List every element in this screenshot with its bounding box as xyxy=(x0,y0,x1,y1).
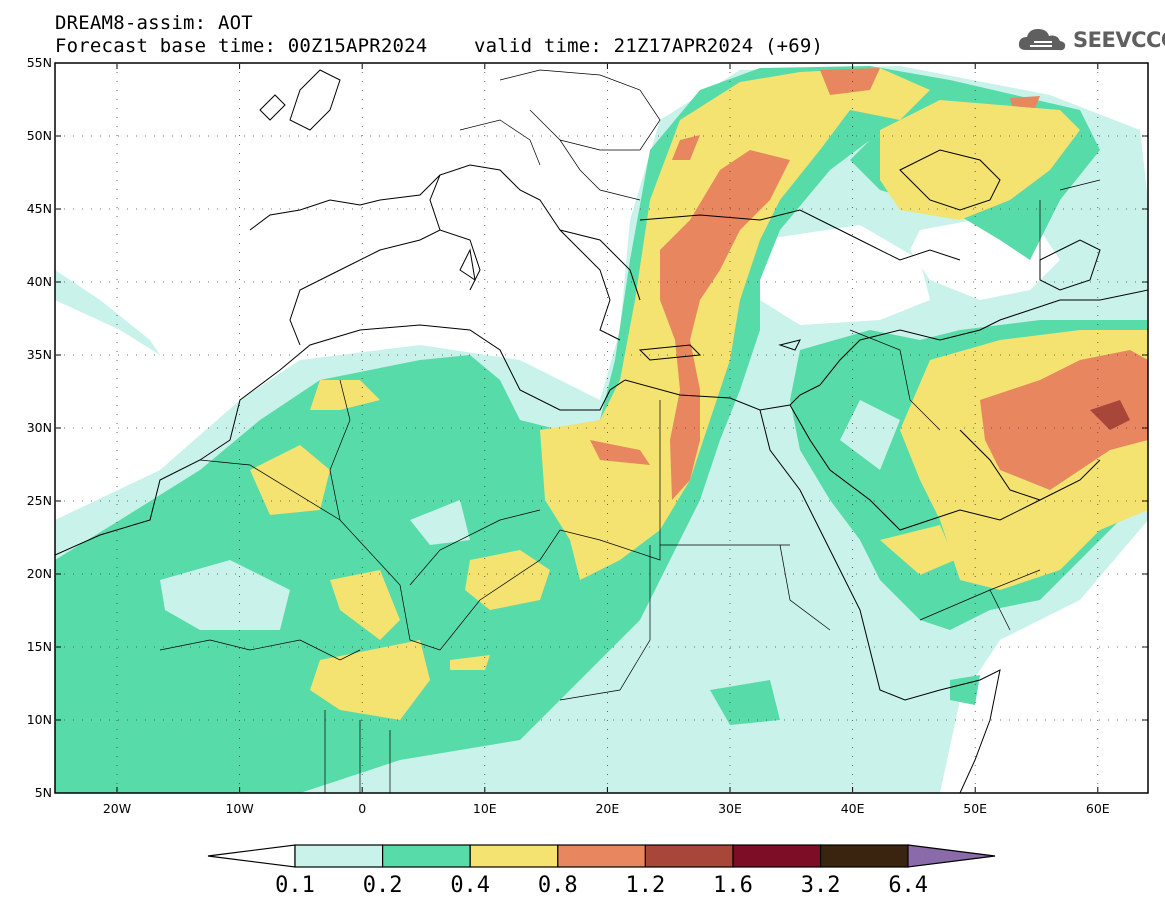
cloud-icon xyxy=(1018,29,1066,51)
colorbar-label: 1.2 xyxy=(626,873,666,898)
colorbar-label: 1.6 xyxy=(713,873,753,898)
aot-fields xyxy=(55,63,1148,793)
colorbar-left-triangle xyxy=(207,844,296,868)
latitude-label: 5N xyxy=(35,785,52,800)
colorbar-box xyxy=(819,844,909,868)
colorbar-labels: 0.1 0.2 0.4 0.8 1.2 1.6 3.2 6.4 xyxy=(275,873,928,898)
colorbar-label: 0.1 xyxy=(275,873,315,898)
colorbar-box xyxy=(469,844,559,868)
colorbar-box xyxy=(557,844,646,868)
latitude-label: 45N xyxy=(27,201,52,216)
longitude-label: 10E xyxy=(473,801,497,816)
latitude-label: 30N xyxy=(27,420,52,435)
colorbar-boxes xyxy=(294,844,909,868)
country-borders xyxy=(159,69,1101,793)
logo-text: SEEVCCC xyxy=(1073,28,1165,52)
longitude-label: 10W xyxy=(225,801,253,816)
colorbar-label: 6.4 xyxy=(888,873,928,898)
colorbar-right-triangle xyxy=(907,844,996,868)
latitude-label: 25N xyxy=(27,493,52,508)
forecast-times: Forecast base time: 00Z15APR2024 valid t… xyxy=(55,35,823,57)
colorbar-box xyxy=(294,844,384,868)
colorbar-label: 0.4 xyxy=(450,873,490,898)
latitude-label: 20N xyxy=(27,566,52,581)
latitude-label: 10N xyxy=(27,712,52,727)
colorbar-label: 3.2 xyxy=(801,873,841,898)
latitude-label: 40N xyxy=(27,274,52,289)
colorbar-box xyxy=(732,844,822,868)
colorbar: 0.1 0.2 0.4 0.8 1.2 1.6 3.2 6.4 xyxy=(207,844,996,898)
map-title: DREAM8-assim: AOT xyxy=(55,12,253,34)
latitude-label: 35N xyxy=(27,347,52,362)
base-time: Forecast base time: 00Z15APR2024 xyxy=(55,35,428,57)
valid-time: valid time: 21Z17APR2024 (+69) xyxy=(474,35,824,57)
colorbar-label: 0.2 xyxy=(363,873,403,898)
aot-field-very-high xyxy=(672,135,700,160)
latitude-label: 55N xyxy=(27,55,52,70)
colorbar-box xyxy=(382,844,471,868)
longitude-label: 0 xyxy=(358,801,366,816)
longitude-label: 50E xyxy=(963,801,987,816)
coastlines xyxy=(55,69,1148,793)
longitude-label: 20W xyxy=(103,801,131,816)
longitude-label: 60E xyxy=(1086,801,1110,816)
latitude-label: 50N xyxy=(27,128,52,143)
longitude-label: 30E xyxy=(718,801,742,816)
longitude-labels: 20W 10W 0 10E 20E 30E 40E 50E 60E xyxy=(103,801,1110,816)
longitude-label: 40E xyxy=(841,801,865,816)
latitude-label: 15N xyxy=(27,639,52,654)
latitude-labels: 55N 50N 45N 40N 35N 30N 25N 20N 15N 10N 5N xyxy=(27,55,52,800)
colorbar-box xyxy=(644,844,734,868)
longitude-label: 20E xyxy=(595,801,619,816)
colorbar-label: 0.8 xyxy=(538,873,578,898)
seevccc-logo: SEEVCCC xyxy=(1016,24,1165,56)
